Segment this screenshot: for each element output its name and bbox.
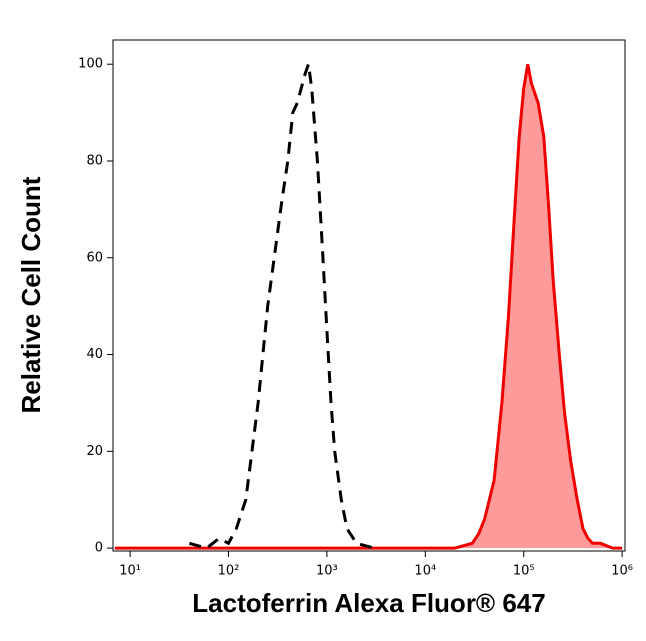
x-tick-label: 10² [218, 564, 240, 579]
x-tick-label: 10¹ [119, 564, 141, 579]
y-tick-label: 0 [95, 541, 103, 556]
x-tick-label: 10⁶ [611, 564, 633, 579]
x-tick-label: 10³ [316, 564, 338, 579]
plot-frame [112, 39, 626, 552]
line [114, 63, 623, 550]
y-axis-label: Relative Cell Count [16, 176, 46, 413]
line [188, 63, 375, 550]
y-tick-label: 100 [78, 57, 103, 72]
x-axis-label: Lactoferrin Alexa Fluor® 647 [192, 588, 545, 618]
x-tick-label: 10⁵ [513, 564, 535, 579]
y-tick-label: 20 [86, 444, 103, 459]
y-tick-label: 80 [86, 153, 103, 168]
y-tick-label: 60 [86, 250, 103, 265]
x-tick-label: 10⁴ [414, 564, 436, 579]
area [114, 64, 623, 549]
y-tick-label: 40 [86, 347, 103, 362]
